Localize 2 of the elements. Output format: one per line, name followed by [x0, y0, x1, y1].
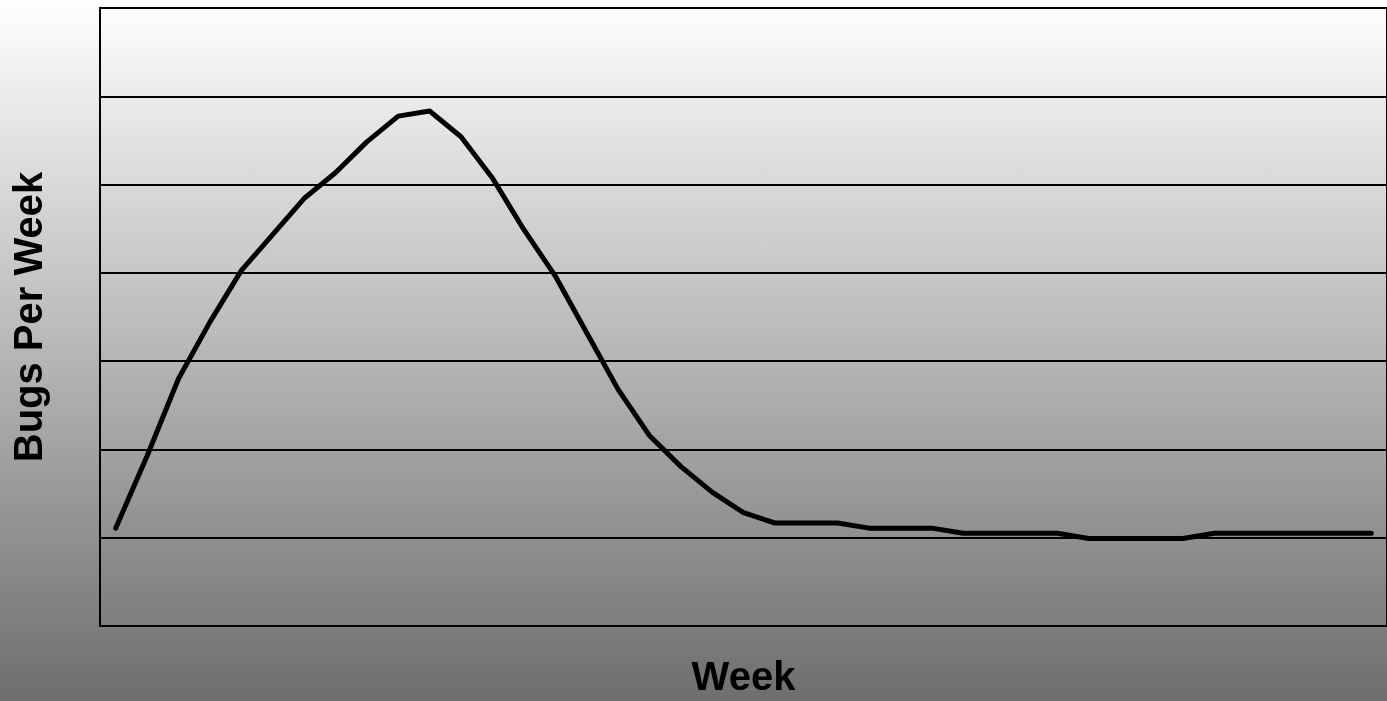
- y-axis-title: Bugs Per Week: [6, 171, 50, 463]
- x-axis-title: Week: [691, 654, 797, 698]
